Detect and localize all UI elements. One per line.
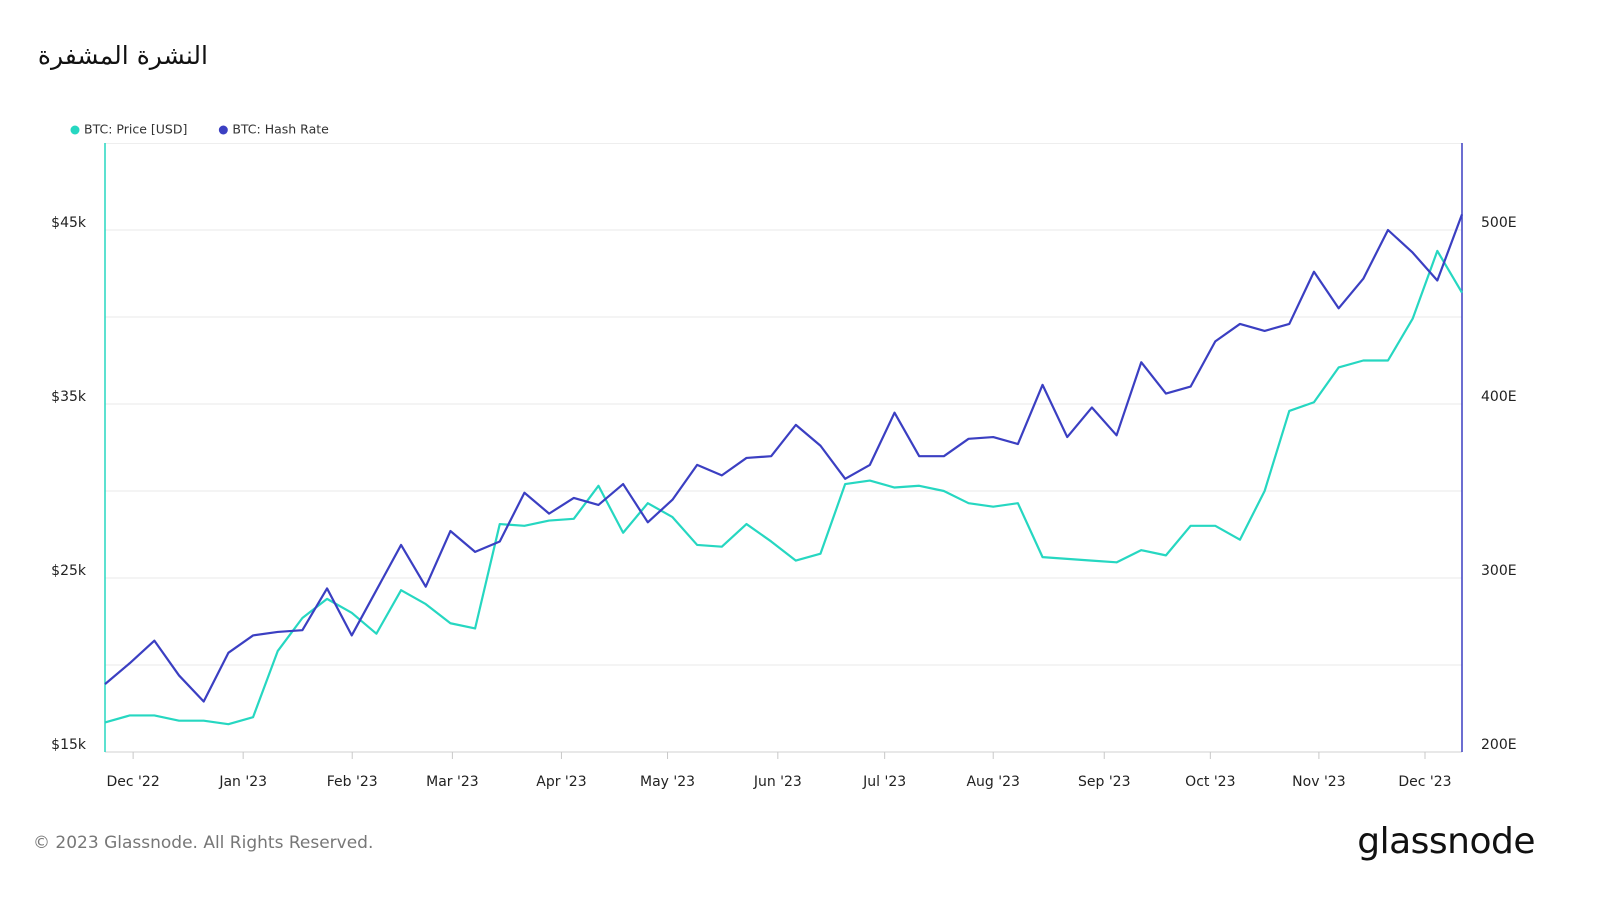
x-tick-label: Jun '23 bbox=[753, 774, 802, 790]
x-tick-label: May '23 bbox=[640, 774, 695, 790]
y2-tick-label: 500E bbox=[1481, 215, 1517, 231]
x-tick-label: Nov '23 bbox=[1292, 774, 1345, 790]
x-tick-label: Sep '23 bbox=[1078, 774, 1131, 790]
x-tick-label: Aug '23 bbox=[966, 774, 1019, 790]
x-tick-label: Apr '23 bbox=[536, 774, 586, 790]
logo: glassnode bbox=[1357, 821, 1535, 862]
y-tick-label: $25k bbox=[51, 563, 87, 579]
legend-label: BTC: Hash Rate bbox=[232, 122, 329, 137]
y2-tick-label: 400E bbox=[1481, 389, 1517, 405]
x-tick-label: Jul '23 bbox=[862, 774, 906, 790]
y-tick-label: $15k bbox=[51, 737, 87, 753]
y-tick-label: $35k bbox=[51, 389, 87, 405]
x-tick-label: Feb '23 bbox=[327, 774, 378, 790]
chart-title: النشرة المشفرة bbox=[38, 41, 208, 70]
x-tick-label: Oct '23 bbox=[1185, 774, 1235, 790]
x-tick-label: Dec '23 bbox=[1398, 774, 1451, 790]
y2-tick-label: 300E bbox=[1481, 563, 1517, 579]
y2-tick-label: 200E bbox=[1481, 737, 1517, 753]
x-tick-label: Mar '23 bbox=[426, 774, 479, 790]
x-tick-label: Dec '22 bbox=[107, 774, 160, 790]
legend-marker bbox=[70, 125, 80, 135]
y-tick-label: $45k bbox=[51, 215, 87, 231]
x-tick-label: Jan '23 bbox=[218, 774, 267, 790]
copyright: © 2023 Glassnode. All Rights Reserved. bbox=[33, 833, 373, 853]
series-line bbox=[104, 213, 1464, 703]
legend-marker bbox=[218, 125, 228, 135]
series-line bbox=[104, 249, 1463, 726]
legend-label: BTC: Price [USD] bbox=[84, 122, 187, 137]
